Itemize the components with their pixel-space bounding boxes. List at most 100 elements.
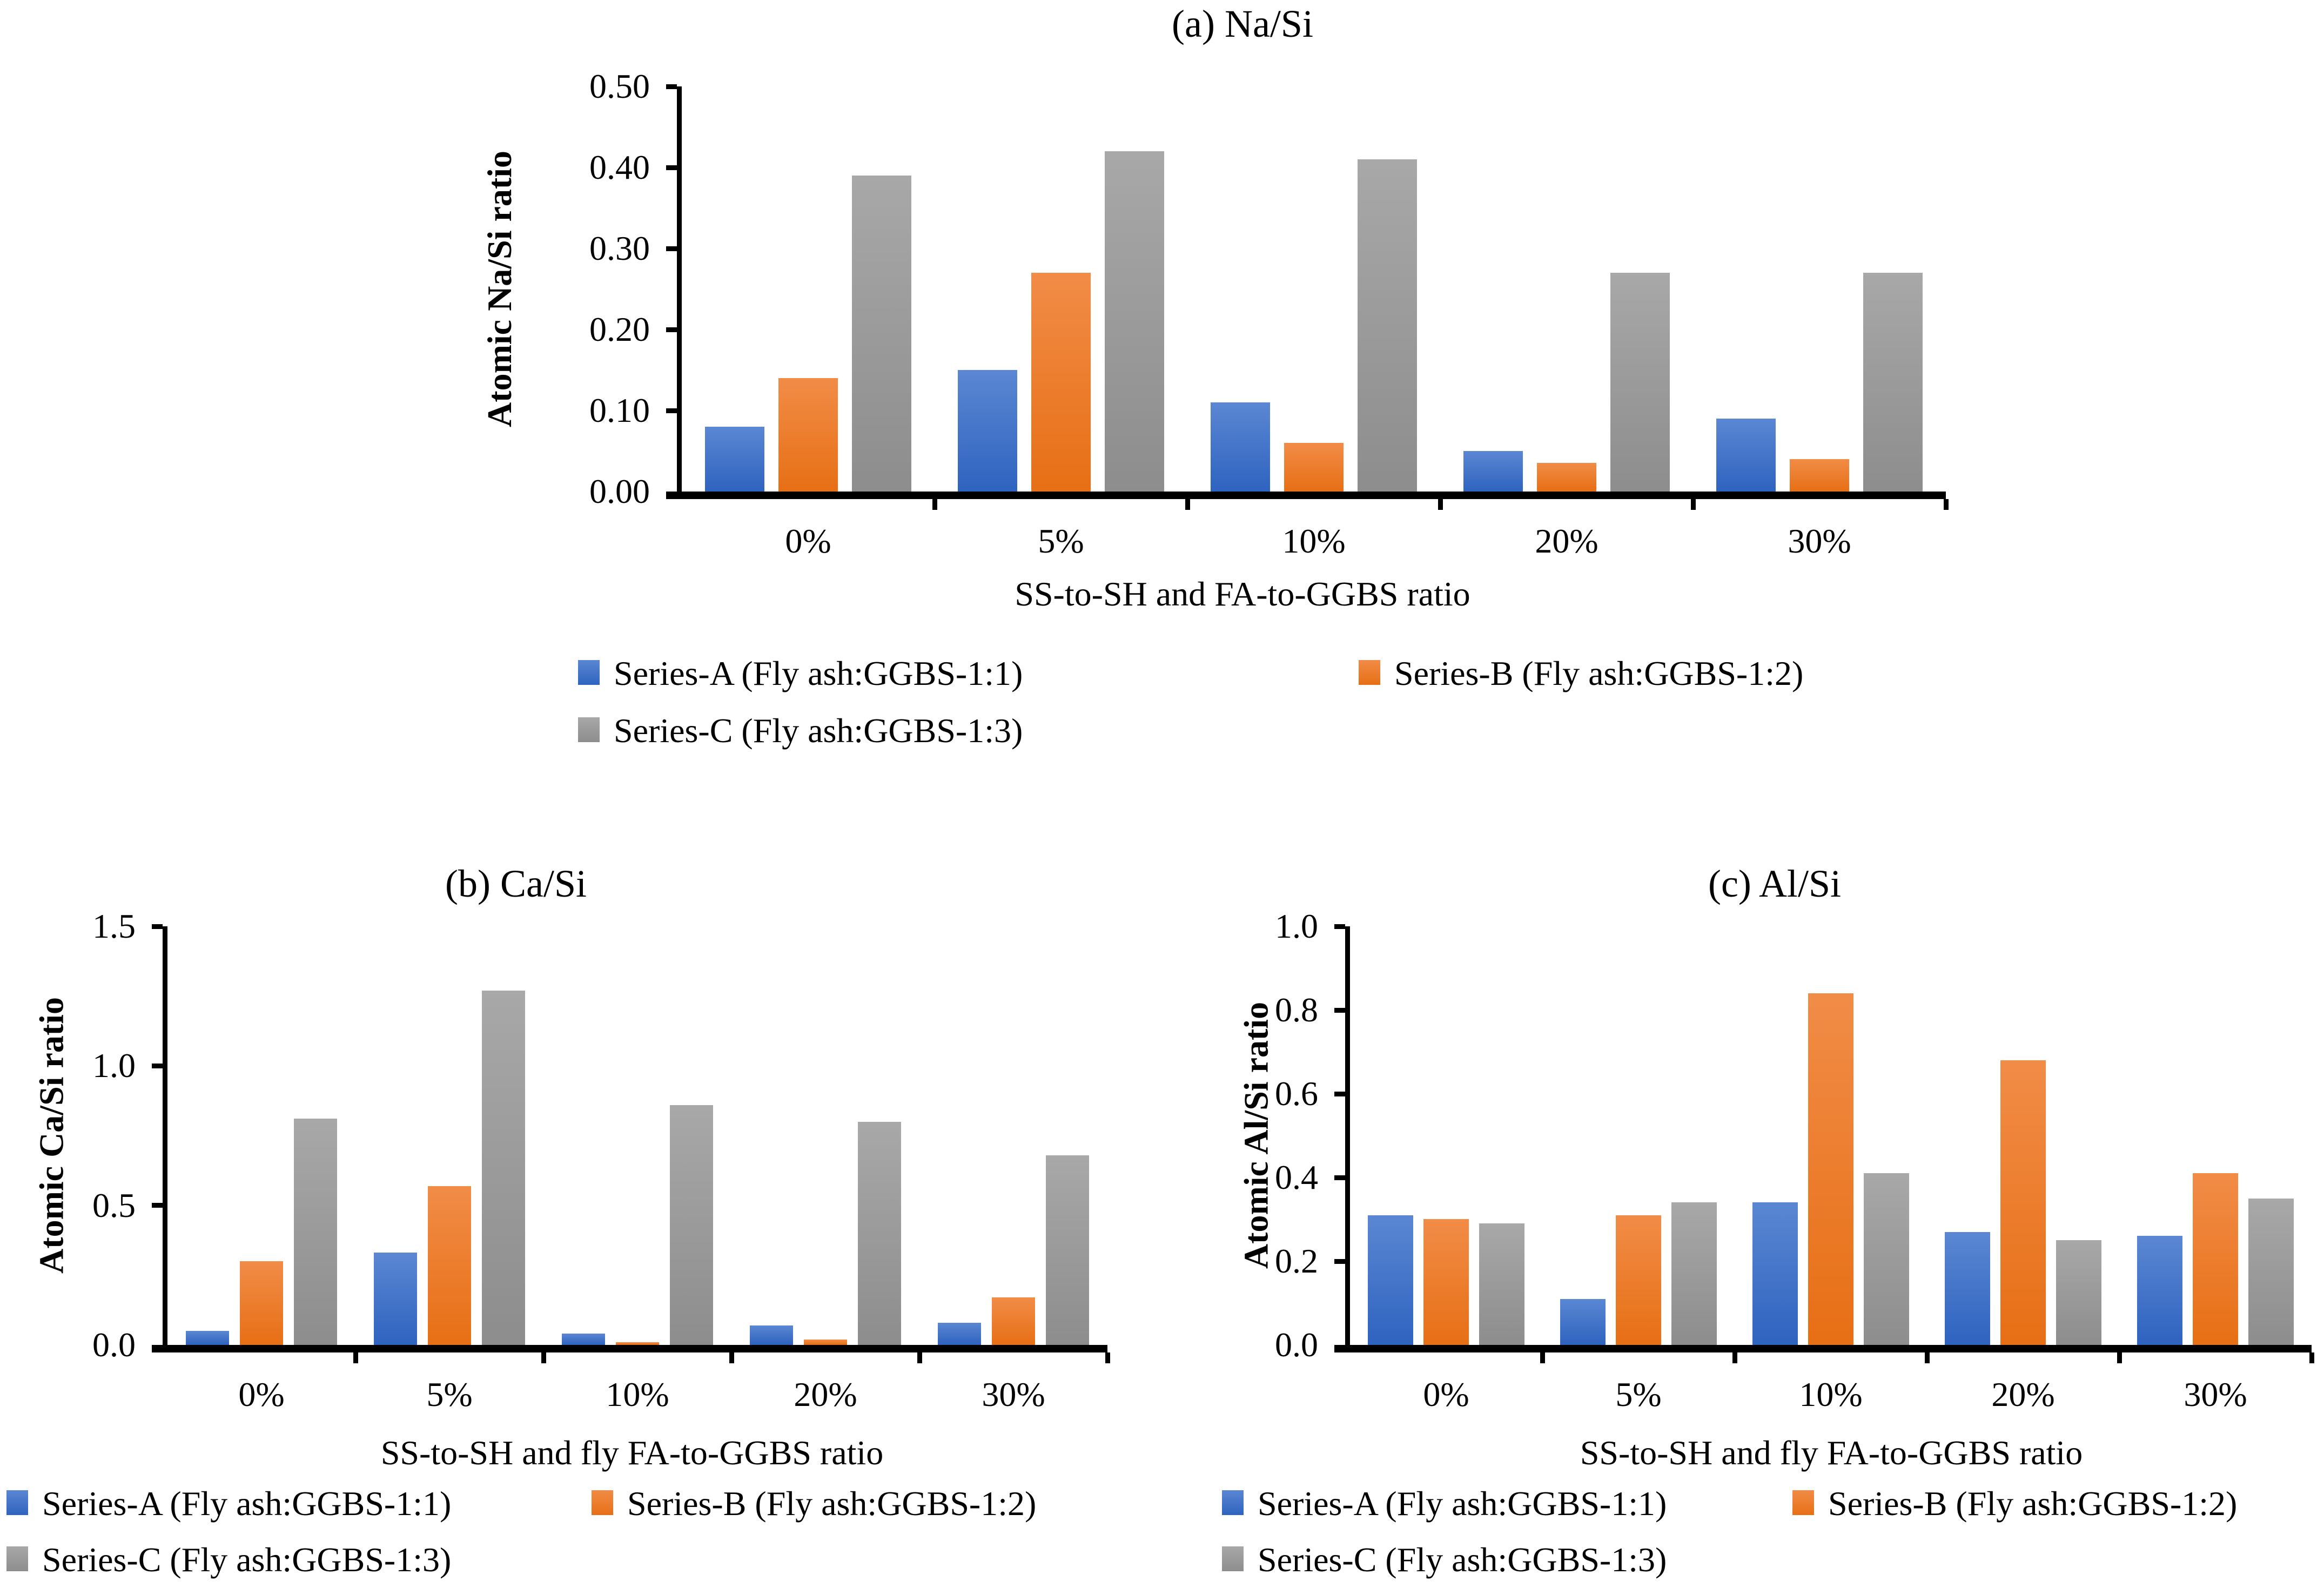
legend-swatch-series_c [1222, 1546, 1244, 1571]
x-tick-mark [1690, 499, 1696, 510]
y-tick-mark [152, 1063, 163, 1068]
x-tick-mark [1943, 499, 1949, 510]
y-tick-label: 1.0 [1275, 907, 1318, 945]
y-tick-mark [1334, 1007, 1345, 1013]
legend-label: Series-C (Fly ash:GGBS-1:3) [42, 1540, 452, 1579]
y-tick-label: 0.0 [92, 1325, 136, 1364]
bar-a-30%-series_c [1863, 273, 1923, 492]
x-tick-label: 30% [982, 1375, 1045, 1414]
bar-c-10%-series_b [1808, 993, 1853, 1345]
bar-a-0%-series_c [852, 176, 911, 492]
legend-swatch-series_c [578, 717, 600, 742]
chart-b-x-axis-title: SS-to-SH and fly FA-to-GGBS ratio [380, 1434, 884, 1472]
x-tick-mark [1732, 1352, 1737, 1363]
legend-entry-series_c: Series-C (Fly ash:GGBS-1:3) [578, 712, 1023, 750]
x-tick-mark [932, 499, 937, 510]
y-tick-mark [1334, 924, 1345, 929]
chart-c-title: (c) Al/Si [1708, 862, 1841, 905]
legend-entry-series_c: Series-C (Fly ash:GGBS-1:3) [1222, 1541, 1667, 1579]
legend-label: Series-A (Fly ash:GGBS-1:1) [42, 1484, 452, 1523]
x-tick-mark [1924, 1352, 1930, 1363]
legend-entry-series_b: Series-B (Fly ash:GGBS-1:2) [1359, 655, 1803, 692]
x-tick-label: 0% [1423, 1375, 1469, 1414]
bar-c-20%-series_b [2000, 1060, 2046, 1345]
y-tick-label: 0.6 [1275, 1074, 1318, 1113]
x-tick-mark [1540, 1352, 1545, 1363]
y-tick-label: 0.4 [1275, 1158, 1318, 1196]
y-tick-label: 1.5 [92, 907, 136, 945]
bar-a-30%-series_a [1716, 419, 1776, 492]
bar-c-20%-series_c [2056, 1240, 2101, 1345]
bar-a-10%-series_c [1358, 159, 1417, 492]
y-tick-mark [152, 924, 163, 929]
legend-label: Series-C (Fly ash:GGBS-1:3) [1258, 1540, 1667, 1579]
bar-b-0%-series_c [294, 1119, 337, 1345]
x-tick-mark [1438, 499, 1443, 510]
y-tick-label: 0.8 [1275, 991, 1318, 1029]
chart-c-y-axis-title: Atomic Al/Si ratio [1237, 1001, 1275, 1269]
y-tick-mark [666, 327, 677, 332]
legend-entry-series_a: Series-A (Fly ash:GGBS-1:1) [578, 655, 1023, 692]
x-tick-label: 10% [606, 1375, 669, 1414]
y-tick-mark [152, 1203, 163, 1208]
bar-a-0%-series_b [778, 378, 838, 492]
legend-swatch-series_b [592, 1490, 613, 1515]
axis-baseline-extension [152, 1345, 163, 1352]
legend-swatch-series_b [1359, 660, 1380, 685]
x-tick-label: 0% [785, 522, 831, 560]
x-tick-label: 20% [794, 1375, 857, 1414]
y-tick-label: 0.2 [1275, 1242, 1318, 1280]
legend-swatch-series_c [6, 1546, 28, 1571]
bar-a-5%-series_a [958, 370, 1017, 492]
y-tick-mark [666, 165, 677, 170]
legend-swatch-series_a [1222, 1490, 1244, 1515]
bar-b-10%-series_c [670, 1105, 713, 1345]
bar-b-0%-series_a [186, 1331, 229, 1345]
legend-entry-series_b: Series-B (Fly ash:GGBS-1:2) [592, 1485, 1036, 1523]
bar-a-5%-series_b [1031, 273, 1091, 492]
bar-c-30%-series_a [2137, 1236, 2182, 1345]
bar-b-0%-series_b [240, 1261, 283, 1345]
bar-b-20%-series_c [858, 1122, 901, 1345]
y-tick-label: 0.50 [589, 67, 650, 105]
axis-baseline-extension [666, 492, 677, 499]
bar-a-20%-series_a [1463, 451, 1523, 492]
y-tick-label: 0.5 [92, 1186, 136, 1224]
bar-c-0%-series_c [1479, 1223, 1524, 1345]
legend-label: Series-B (Fly ash:GGBS-1:2) [1828, 1484, 2238, 1523]
x-tick-mark [729, 1352, 734, 1363]
x-tick-mark [2117, 1352, 2122, 1363]
bar-a-20%-series_b [1537, 463, 1596, 492]
x-tick-label: 5% [426, 1375, 473, 1414]
legend-swatch-series_a [578, 660, 600, 685]
legend-label: Series-A (Fly ash:GGBS-1:1) [1258, 1484, 1667, 1523]
chart-b-title: (b) Ca/Si [445, 862, 587, 905]
bar-c-5%-series_b [1616, 1215, 1661, 1345]
y-tick-mark [1334, 1175, 1345, 1180]
legend-label: Series-C (Fly ash:GGBS-1:3) [614, 711, 1023, 750]
bar-b-30%-series_b [992, 1297, 1035, 1345]
bar-b-20%-series_b [804, 1340, 847, 1345]
y-tick-label: 0.20 [589, 310, 650, 348]
bar-a-30%-series_b [1790, 459, 1849, 492]
x-tick-mark [541, 1352, 546, 1363]
y-tick-label: 0.40 [589, 148, 650, 186]
x-tick-mark [2309, 1352, 2314, 1363]
y-tick-mark [1334, 1258, 1345, 1264]
legend-entry-series_c: Series-C (Fly ash:GGBS-1:3) [6, 1541, 451, 1579]
y-tick-label: 0.30 [589, 229, 650, 267]
y-tick-mark [666, 408, 677, 413]
bar-b-5%-series_a [374, 1253, 417, 1345]
bar-b-5%-series_b [428, 1186, 471, 1345]
x-tick-label: 5% [1038, 522, 1084, 560]
legend-entry-series_a: Series-A (Fly ash:GGBS-1:1) [6, 1485, 451, 1523]
bar-b-10%-series_b [616, 1342, 659, 1345]
chart-a-y-axis-title: Atomic Na/Si ratio [480, 151, 519, 427]
bar-b-30%-series_a [938, 1323, 981, 1345]
bar-b-30%-series_c [1046, 1155, 1089, 1345]
x-tick-mark [917, 1352, 922, 1363]
x-tick-label: 20% [1535, 522, 1598, 560]
x-tick-label: 5% [1615, 1375, 1662, 1414]
y-tick-label: 1.0 [92, 1046, 136, 1085]
